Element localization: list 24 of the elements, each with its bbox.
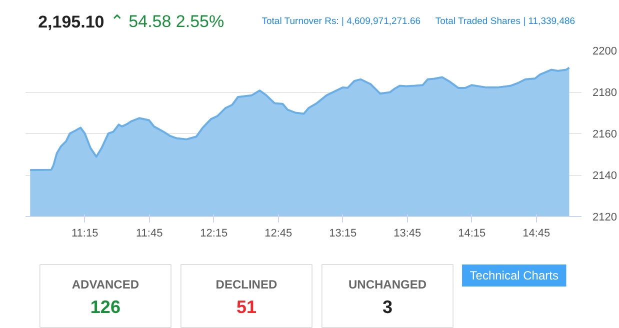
text: Total Traded Shares | 11,339,486 [435,16,576,27]
text: 3 [382,297,392,317]
y-tick-label: 2160 [592,128,617,140]
text: UNCHANGED [348,278,427,292]
text: 126 [90,297,120,317]
x-tick-label: 14:15 [458,228,486,240]
text: Technical Charts [470,268,558,282]
y-tick-label: 2200 [592,46,617,58]
text: DECLINED [216,278,278,292]
x-tick-label: 13:15 [329,228,357,240]
text: ADVANCED [72,278,140,292]
x-tick-label: 12:45 [264,228,292,240]
x-tick-label: 14:45 [522,228,550,240]
x-tick-label: 13:45 [394,228,422,240]
y-tick-label: 2180 [592,87,617,99]
text: 51 [236,297,256,317]
x-tick-label: 11:45 [136,228,163,240]
chart-subtitle: ⌃ 54.58 2.55% [110,12,224,31]
x-tick-label: 11:15 [71,228,98,240]
x-tick-label: 12:15 [200,228,228,240]
y-tick-label: 2120 [592,212,617,224]
y-tick-label: 2140 [592,170,617,182]
text: Total Turnover Rs: | 4,609,971,271.66 [262,16,421,27]
chart-title: 2,195.10 [38,12,104,32]
